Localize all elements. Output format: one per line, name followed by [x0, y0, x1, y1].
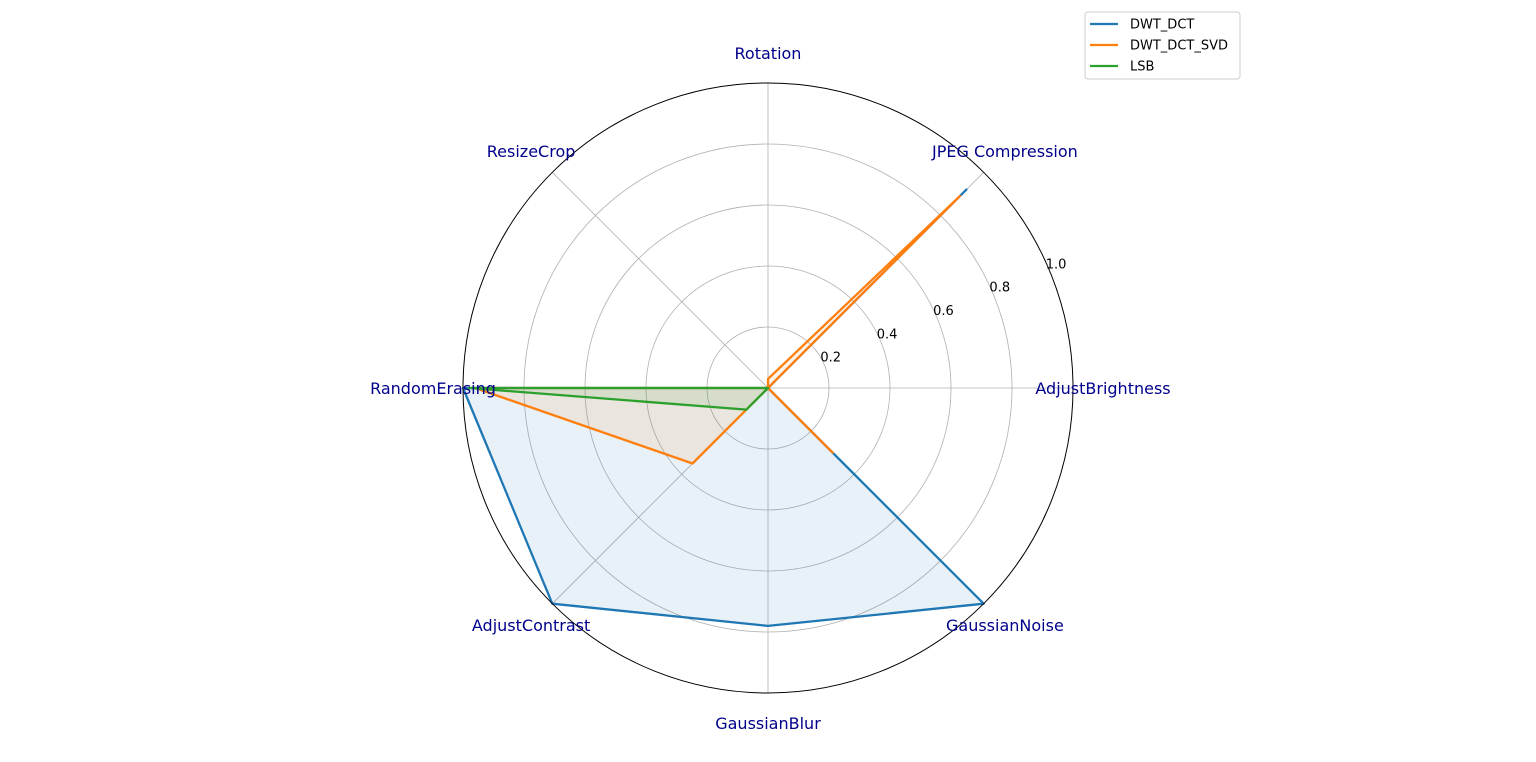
- grid-spoke: [552, 172, 769, 389]
- series-lines: [461, 188, 985, 628]
- polar-frame: [462, 82, 1074, 694]
- legend-label-dwt-dct-svd: DWT_DCT_SVD: [1130, 39, 1228, 54]
- series-fill-dwt-dct-svd: [475, 196, 960, 464]
- radial-tick-label: 0.8: [989, 281, 1010, 296]
- legend-label-lsb: LSB: [1130, 60, 1154, 75]
- category-label-gaussianblur: GaussianBlur: [715, 714, 821, 733]
- radial-tick-label: 1.0: [1046, 257, 1067, 272]
- radial-tick-label: 0.2: [820, 351, 841, 366]
- radial-tick-labels: 0.2 0.4 0.6 0.8 1.0: [820, 257, 1066, 365]
- category-label-randomerasing: RandomErasing: [370, 379, 496, 398]
- category-label-rotation: Rotation: [735, 44, 802, 63]
- category-label-jpeg-compression: JPEG Compression: [931, 142, 1078, 161]
- category-labels: AdjustBrightness JPEG Compression Rotation…: [370, 44, 1171, 733]
- category-label-adjustcontrast: AdjustContrast: [472, 616, 590, 635]
- category-label-resizecrop: ResizeCrop: [487, 142, 576, 161]
- category-label-adjustbrightness: AdjustBrightness: [1035, 379, 1170, 398]
- legend: DWT_DCT DWT_DCT_SVD LSB: [1084, 11, 1241, 80]
- radial-tick-label: 0.4: [877, 327, 898, 342]
- series-line-lsb: [467, 386, 770, 411]
- category-label-gaussiannoise: GaussianNoise: [946, 616, 1064, 635]
- legend-label-dwt-dct: DWT_DCT: [1130, 18, 1194, 33]
- radial-tick-label: 0.6: [933, 304, 954, 319]
- legend-box: [1084, 11, 1241, 80]
